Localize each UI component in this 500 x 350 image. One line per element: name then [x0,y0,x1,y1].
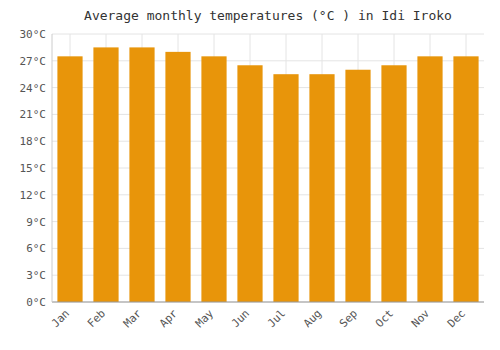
y-tick-label: 9°C [26,216,46,229]
bar [381,65,406,302]
bar [237,65,262,302]
x-tick-label: Jun [229,307,252,330]
x-tick-label: May [193,307,217,331]
y-tick-label: 6°C [26,242,46,255]
grid-line-y [52,302,484,303]
x-tick-label: Mar [121,307,145,331]
x-tick-label: Feb [85,307,108,330]
bar [201,56,226,302]
bar [345,70,370,302]
x-tick-label: Aug [301,307,324,330]
bar [129,47,154,302]
x-tick-label: Oct [373,307,396,330]
x-axis-line [52,302,484,303]
y-tick-label: 18°C [20,135,47,148]
bar [165,52,190,302]
bar [417,56,442,302]
bar [57,56,82,302]
x-tick-label: Jul [265,307,288,330]
bars [57,47,478,302]
y-tick-label: 27°C [20,55,47,68]
x-tick-label: Jan [49,307,72,330]
x-tick-label: Sep [337,307,360,330]
y-tick-label: 30°C [20,28,47,41]
y-tick-label: 3°C [26,269,46,282]
bar [273,74,298,302]
x-tick-label: Dec [445,307,468,330]
chart: Average monthly temperatures (°C ) in Id… [0,0,500,350]
x-tick-label: Apr [157,307,181,331]
y-tick-label: 12°C [20,189,47,202]
bar [309,74,334,302]
x-tick-label: Nov [409,307,433,331]
bar [453,56,478,302]
y-tick-label: 21°C [20,108,47,121]
y-tick-label: 24°C [20,82,47,95]
bar [93,47,118,302]
y-tick-label: 15°C [20,162,47,175]
grid-line-y [52,34,484,35]
y-tick-label: 0°C [26,296,46,309]
title: Average monthly temperatures (°C ) in Id… [84,8,452,23]
y-axis-line [52,34,53,302]
